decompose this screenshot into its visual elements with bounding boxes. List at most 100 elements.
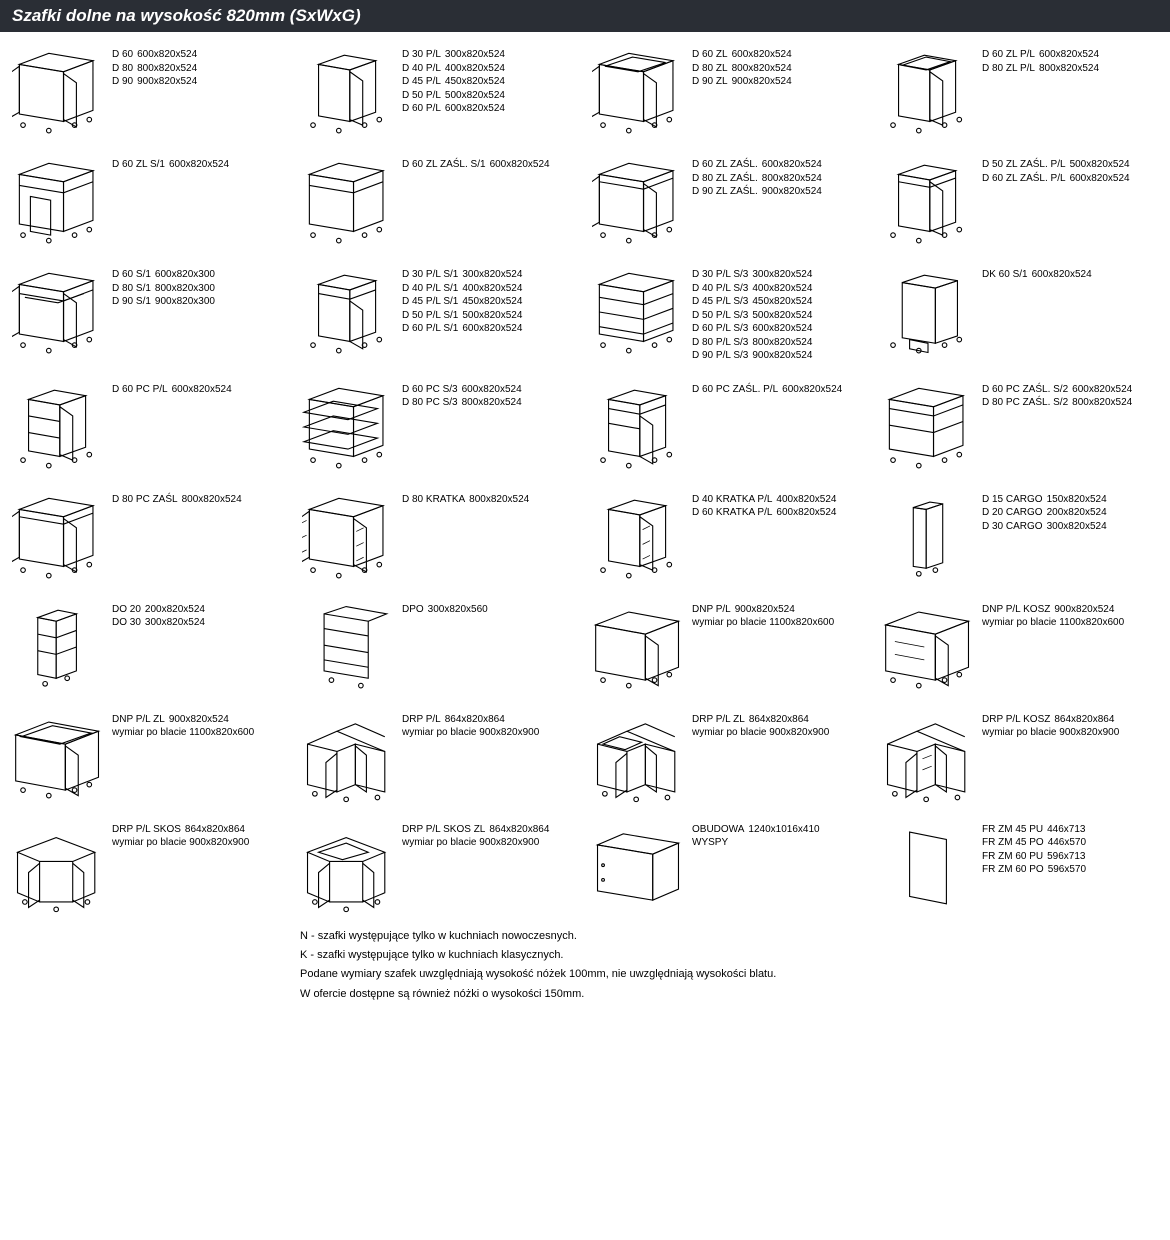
- spec-line: D 60 P/L S/1600x820x524: [402, 322, 522, 336]
- spec-line: D 60 PC ZAŚL. P/L600x820x524: [692, 383, 842, 397]
- cabinet-specs: DNP P/L KOSZ900x820x524wymiar po blacie …: [982, 601, 1124, 630]
- footnote: N - szafki występujące tylko w kuchniach…: [300, 929, 1160, 944]
- spec-line: D 30 P/L S/1300x820x524: [402, 268, 522, 282]
- cabinet-specs: D 60 ZL ZAŚL. S/1600x820x524: [402, 156, 550, 172]
- spec-line: D 60 P/L600x820x524: [402, 102, 505, 116]
- cabinet-drawing: [10, 491, 106, 583]
- spec-line: D 90 S/1900x820x300: [112, 295, 215, 309]
- spec-line: D 80 KRATKA800x820x524: [402, 493, 529, 507]
- cabinet-cell: D 60 PC ZAŚL. S/2600x820x524D 80 PC ZAŚL…: [880, 381, 1160, 473]
- cabinet-cell: D 60 PC P/L600x820x524: [10, 381, 290, 473]
- spec-line: D 60 ZL ZAŚL. S/1600x820x524: [402, 158, 550, 172]
- cabinet-drawing: [10, 381, 106, 473]
- cabinet-specs: DNP P/L ZL900x820x524wymiar po blacie 11…: [112, 711, 254, 740]
- cabinet-drawing: [880, 711, 976, 803]
- spec-line: D 80 PC ZAŚL. S/2800x820x524: [982, 396, 1132, 410]
- cabinet-cell: D 60 ZL ZAŚL. S/1600x820x524: [300, 156, 580, 248]
- spec-line: D 30 CARGO300x820x524: [982, 520, 1107, 534]
- cabinet-drawing: [10, 46, 106, 138]
- cabinet-drawing: [10, 601, 106, 693]
- spec-line: DO 30300x820x524: [112, 616, 205, 630]
- cabinet-drawing: [300, 601, 396, 693]
- cabinet-cell: D 50 ZL ZAŚL. P/L500x820x524D 60 ZL ZAŚL…: [880, 156, 1160, 248]
- spec-line: D 80 S/1800x820x300: [112, 282, 215, 296]
- spec-line: DRP P/L ZL864x820x864: [692, 713, 829, 727]
- spec-line: D 80 P/L S/3800x820x524: [692, 336, 812, 350]
- cabinet-specs: D 60 ZL P/L600x820x524D 80 ZL P/L800x820…: [982, 46, 1099, 75]
- spec-line: D 80 ZL800x820x524: [692, 62, 792, 76]
- cabinet-specs: DRP P/L ZL864x820x864wymiar po blacie 90…: [692, 711, 829, 740]
- cabinet-cell: DRP P/L SKOS ZL864x820x864wymiar po blac…: [300, 821, 580, 913]
- spec-line: DNP P/L900x820x524: [692, 603, 834, 617]
- spec-line: DRP P/L864x820x864: [402, 713, 539, 727]
- cabinet-cell: D 15 CARGO150x820x524D 20 CARGO200x820x5…: [880, 491, 1160, 583]
- cabinet-cell: D 30 P/L S/3300x820x524D 40 P/L S/3400x8…: [590, 266, 870, 363]
- spec-line: DK 60 S/1600x820x524: [982, 268, 1092, 282]
- spec-line: D 80 ZL ZAŚL.800x820x524: [692, 172, 822, 186]
- cabinet-grid: D 60600x820x524D 80800x820x524D 90900x82…: [0, 32, 1170, 921]
- cabinet-cell: OBUDOWA1240x1016x410WYSPY: [590, 821, 870, 913]
- cabinet-cell: D 30 P/L300x820x524D 40 P/L400x820x524D …: [300, 46, 580, 138]
- footnote: K - szafki występujące tylko w kuchniach…: [300, 948, 1160, 963]
- section-title: Szafki dolne na wysokość 820mm (SxWxG): [12, 6, 361, 25]
- cabinet-cell: D 80 PC ZAŚL800x820x524: [10, 491, 290, 583]
- cabinet-specs: D 60 ZL ZAŚL.600x820x524D 80 ZL ZAŚL.800…: [692, 156, 822, 199]
- cabinet-specs: DRP P/L KOSZ864x820x864wymiar po blacie …: [982, 711, 1119, 740]
- cabinet-specs: DK 60 S/1600x820x524: [982, 266, 1092, 282]
- cabinet-specs: D 60600x820x524D 80800x820x524D 90900x82…: [112, 46, 197, 89]
- spec-line: wymiar po blacie 900x820x900: [112, 836, 249, 850]
- cabinet-cell: DNP P/L ZL900x820x524wymiar po blacie 11…: [10, 711, 290, 803]
- cabinet-drawing: [590, 601, 686, 693]
- spec-line: D 60 ZL600x820x524: [692, 48, 792, 62]
- cabinet-cell: D 40 KRATKA P/L400x820x524D 60 KRATKA P/…: [590, 491, 870, 583]
- spec-line: wymiar po blacie 1100x820x600: [692, 616, 834, 630]
- cabinet-specs: D 30 P/L300x820x524D 40 P/L400x820x524D …: [402, 46, 505, 116]
- spec-line: D 45 P/L450x820x524: [402, 75, 505, 89]
- spec-line: D 60 ZL P/L600x820x524: [982, 48, 1099, 62]
- cabinet-drawing: [10, 266, 106, 358]
- cabinet-drawing: [300, 381, 396, 473]
- cabinet-cell: D 60 ZL600x820x524D 80 ZL800x820x524D 90…: [590, 46, 870, 138]
- spec-line: DNP P/L KOSZ900x820x524: [982, 603, 1124, 617]
- spec-line: D 40 P/L S/3400x820x524: [692, 282, 812, 296]
- cabinet-specs: DRP P/L SKOS ZL864x820x864wymiar po blac…: [402, 821, 549, 850]
- spec-line: D 80 ZL P/L800x820x524: [982, 62, 1099, 76]
- spec-line: D 90 ZL900x820x524: [692, 75, 792, 89]
- section-header: Szafki dolne na wysokość 820mm (SxWxG): [0, 0, 1170, 32]
- cabinet-cell: DRP P/L KOSZ864x820x864wymiar po blacie …: [880, 711, 1160, 803]
- spec-line: D 40 P/L400x820x524: [402, 62, 505, 76]
- cabinet-drawing: [880, 381, 976, 473]
- cabinet-specs: D 80 KRATKA800x820x524: [402, 491, 529, 507]
- cabinet-drawing: [10, 156, 106, 248]
- cabinet-drawing: [880, 46, 976, 138]
- footer-notes: N - szafki występujące tylko w kuchniach…: [0, 921, 1170, 1023]
- footnote: W ofercie dostępne są również nóżki o wy…: [300, 987, 1160, 1002]
- cabinet-drawing: [590, 821, 686, 913]
- spec-line: DNP P/L ZL900x820x524: [112, 713, 254, 727]
- spec-line: D 60 PC P/L600x820x524: [112, 383, 232, 397]
- cabinet-drawing: [300, 491, 396, 583]
- cabinet-drawing: [880, 156, 976, 248]
- spec-line: FR ZM 45 PO446x570: [982, 836, 1086, 850]
- cabinet-drawing: [590, 491, 686, 583]
- cabinet-cell: D 60600x820x524D 80800x820x524D 90900x82…: [10, 46, 290, 138]
- cabinet-cell: DRP P/L SKOS864x820x864wymiar po blacie …: [10, 821, 290, 913]
- spec-line: D 60 ZL ZAŚL.600x820x524: [692, 158, 822, 172]
- cabinet-drawing: [880, 266, 976, 358]
- spec-line: D 60 PC ZAŚL. S/2600x820x524: [982, 383, 1132, 397]
- spec-line: WYSPY: [692, 836, 820, 850]
- cabinet-cell: D 60 PC ZAŚL. P/L600x820x524: [590, 381, 870, 473]
- cabinet-drawing: [590, 156, 686, 248]
- cabinet-cell: D 60 ZL P/L600x820x524D 80 ZL P/L800x820…: [880, 46, 1160, 138]
- cabinet-specs: D 60 ZL S/1600x820x524: [112, 156, 229, 172]
- spec-line: wymiar po blacie 1100x820x600: [982, 616, 1124, 630]
- spec-line: D 45 P/L S/1450x820x524: [402, 295, 522, 309]
- cabinet-specs: D 50 ZL ZAŚL. P/L500x820x524D 60 ZL ZAŚL…: [982, 156, 1130, 185]
- cabinet-cell: FR ZM 45 PU446x713FR ZM 45 PO446x570FR Z…: [880, 821, 1160, 913]
- spec-line: D 50 P/L S/3500x820x524: [692, 309, 812, 323]
- spec-line: wymiar po blacie 900x820x900: [402, 836, 549, 850]
- cabinet-cell: DRP P/L ZL864x820x864wymiar po blacie 90…: [590, 711, 870, 803]
- spec-line: D 50 P/L500x820x524: [402, 89, 505, 103]
- spec-line: wymiar po blacie 1100x820x600: [112, 726, 254, 740]
- spec-line: D 80 PC S/3800x820x524: [402, 396, 522, 410]
